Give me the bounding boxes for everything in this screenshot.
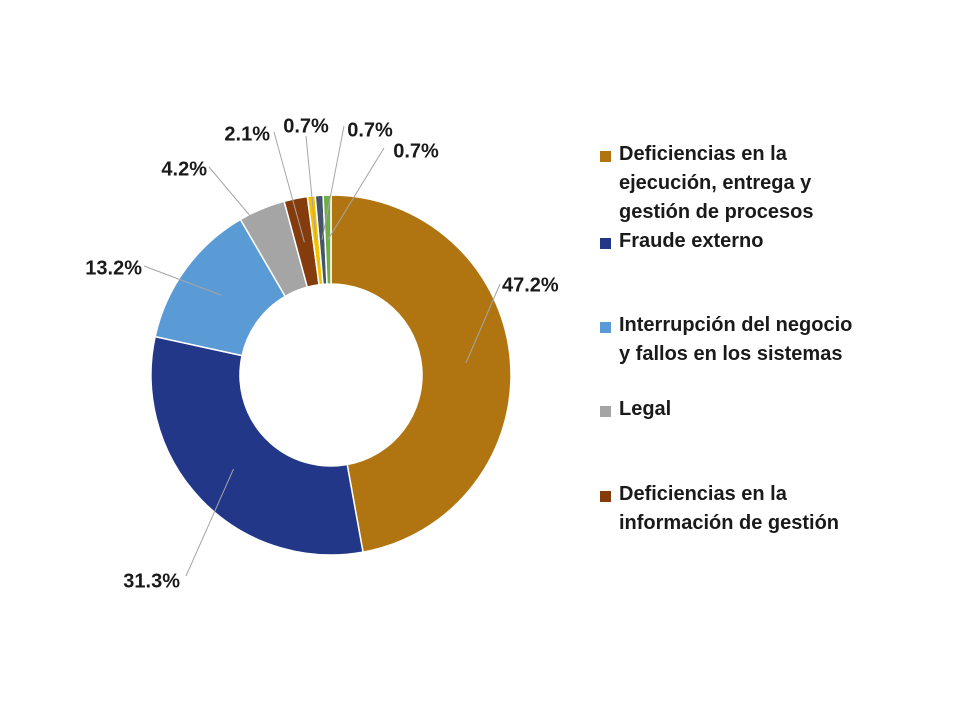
legend-label-legal: Legal bbox=[619, 398, 672, 420]
legend-swatch-legal bbox=[600, 406, 611, 417]
legend-item-procesos: Deficiencias en la ejecución, entrega y … bbox=[600, 140, 940, 227]
leader-line-4 bbox=[208, 166, 280, 251]
donut-slice-1 bbox=[330, 194, 512, 553]
donut-slices bbox=[150, 194, 512, 556]
legend-swatch-informacion bbox=[600, 491, 611, 502]
data-label-2: 31.3% bbox=[123, 570, 180, 592]
leader-line-2 bbox=[185, 468, 234, 577]
legend-swatch-fraude bbox=[600, 238, 611, 249]
legend-label-interrupcion: Interrupción del negocio y fallos en los… bbox=[619, 314, 853, 365]
leader-line-8 bbox=[327, 147, 385, 240]
leader-lines bbox=[143, 125, 501, 577]
legend-item-fraude: Fraude externo bbox=[600, 227, 940, 256]
legend-item-interrupcion: Interrupción del negocio y fallos en los… bbox=[600, 311, 940, 369]
data-label-1: 47.2% bbox=[502, 274, 559, 296]
leader-line-6 bbox=[305, 135, 317, 241]
leader-line-7 bbox=[321, 125, 345, 240]
legend-label-fraude: Fraude externo bbox=[619, 230, 764, 252]
leader-line-5 bbox=[273, 131, 305, 243]
legend-item-informacion: Deficiencias en la información de gestió… bbox=[600, 480, 940, 538]
legend-swatch-interrupcion bbox=[600, 322, 611, 333]
leader-line-3 bbox=[143, 265, 222, 296]
data-label-7: 0.7% bbox=[347, 119, 393, 141]
data-label-8: 0.7% bbox=[393, 140, 439, 162]
data-label-4: 4.2% bbox=[161, 158, 207, 180]
donut-slice-2 bbox=[150, 335, 364, 556]
donut-slice-8 bbox=[322, 194, 332, 285]
legend-item-legal: Legal bbox=[600, 395, 940, 424]
leader-line-1 bbox=[465, 283, 501, 364]
data-label-6: 0.7% bbox=[283, 115, 329, 137]
data-label-5: 2.1% bbox=[224, 123, 270, 145]
data-label-3: 13.2% bbox=[85, 257, 142, 279]
legend-label-procesos: Deficiencias en la ejecución, entrega y … bbox=[619, 143, 814, 223]
data-labels: 47.2%31.3%13.2%4.2%2.1% 0.7% 0.7%0.7% bbox=[85, 115, 559, 592]
legend-swatch-procesos bbox=[600, 151, 611, 162]
legend-label-informacion: Deficiencias en la información de gestió… bbox=[619, 483, 840, 534]
